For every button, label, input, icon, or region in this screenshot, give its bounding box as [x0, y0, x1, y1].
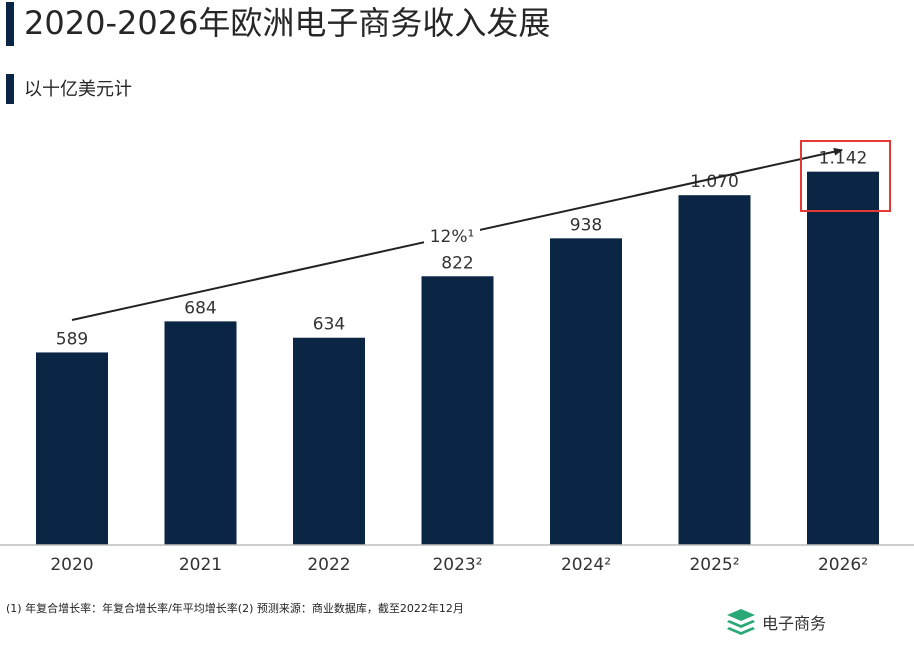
x-tick-label-3: 2023² [432, 555, 482, 575]
bar-5 [678, 195, 751, 545]
title-accent-bar [6, 2, 14, 46]
bar-2 [293, 337, 365, 545]
x-tick-label-6: 2026² [818, 555, 868, 575]
x-tick-label-5: 2025² [689, 555, 739, 575]
bar-3 [421, 276, 494, 545]
x-tick-label-0: 2020 [50, 555, 93, 575]
bar-6 [807, 171, 879, 545]
x-tick-label-2: 2022 [307, 555, 350, 575]
value-label-1: 684 [184, 298, 216, 318]
bar-1 [164, 321, 237, 545]
subtitle-accent-bar [6, 74, 14, 104]
brand-logo: 电子商务 [724, 605, 826, 639]
brand-name: 电子商务 [762, 614, 827, 633]
x-tick-label-1: 2021 [179, 555, 222, 575]
value-label-0: 589 [56, 329, 88, 349]
value-label-2: 634 [313, 315, 345, 335]
value-label-4: 938 [570, 215, 602, 235]
bar-0 [36, 352, 108, 545]
x-tick-label-4: 2024² [561, 555, 611, 575]
value-label-5: 1.070 [690, 172, 739, 192]
value-label-3: 822 [441, 253, 473, 273]
chart-subtitle: 以十亿美元计 [24, 79, 132, 100]
layers-icon [727, 609, 755, 635]
trend-label: 12%¹ [430, 227, 475, 247]
chart-title: 2020-2026年欧洲电子商务收入发展 [24, 4, 551, 42]
value-label-6: 1.142 [819, 149, 868, 169]
footnote: (1) 年复合增长率：年复合增长率/年平均增长率(2) 预测来源：商业数据库，截… [6, 602, 464, 615]
highlight-box [800, 140, 891, 212]
bar-4 [550, 238, 622, 545]
trend-label-background [424, 224, 480, 251]
